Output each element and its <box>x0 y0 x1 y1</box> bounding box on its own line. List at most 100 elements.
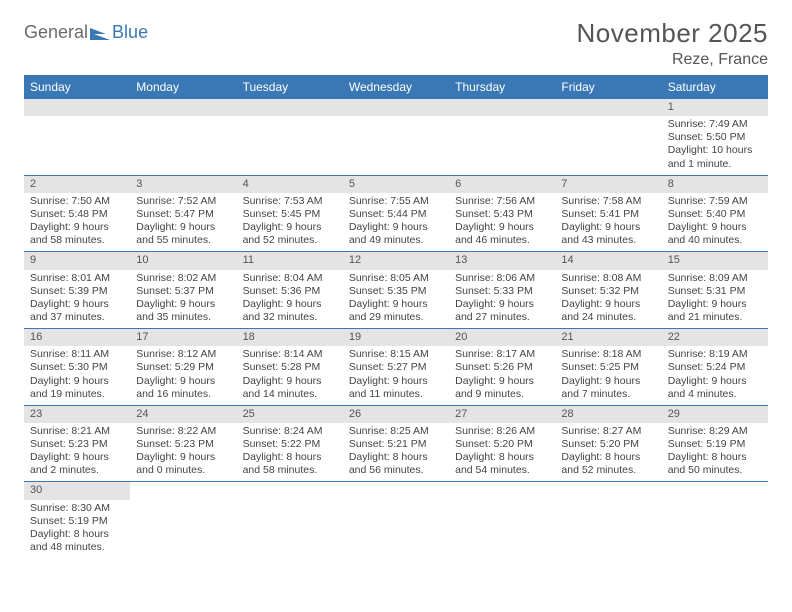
daynum-bar <box>555 99 661 116</box>
day-number: 24 <box>130 406 236 423</box>
weekday-header: Thursday <box>449 75 555 99</box>
daylight-line: Daylight: 9 hours and 58 minutes. <box>30 221 124 247</box>
day-cell: 21Sunrise: 8:18 AMSunset: 5:25 PMDayligh… <box>555 329 661 406</box>
daynum-bar <box>24 99 130 116</box>
day-number: 19 <box>343 329 449 346</box>
sunset-line: Sunset: 5:45 PM <box>243 208 337 221</box>
day-details: Sunrise: 8:29 AMSunset: 5:19 PMDaylight:… <box>662 423 768 482</box>
daylight-line: Daylight: 9 hours and 35 minutes. <box>136 298 230 324</box>
daylight-line: Daylight: 8 hours and 56 minutes. <box>349 451 443 477</box>
sunset-line: Sunset: 5:50 PM <box>668 131 762 144</box>
day-cell: 24Sunrise: 8:22 AMSunset: 5:23 PMDayligh… <box>130 405 236 482</box>
sunrise-line: Sunrise: 8:18 AM <box>561 348 655 361</box>
day-details: Sunrise: 8:19 AMSunset: 5:24 PMDaylight:… <box>662 346 768 405</box>
day-number: 8 <box>662 176 768 193</box>
sunrise-line: Sunrise: 7:53 AM <box>243 195 337 208</box>
day-details: Sunrise: 8:14 AMSunset: 5:28 PMDaylight:… <box>237 346 343 405</box>
daylight-line: Daylight: 8 hours and 48 minutes. <box>30 528 124 554</box>
day-details: Sunrise: 7:56 AMSunset: 5:43 PMDaylight:… <box>449 193 555 252</box>
sunset-line: Sunset: 5:43 PM <box>455 208 549 221</box>
day-cell: 6Sunrise: 7:56 AMSunset: 5:43 PMDaylight… <box>449 175 555 252</box>
day-details: Sunrise: 8:21 AMSunset: 5:23 PMDaylight:… <box>24 423 130 482</box>
day-number: 5 <box>343 176 449 193</box>
sunrise-line: Sunrise: 8:26 AM <box>455 425 549 438</box>
sunset-line: Sunset: 5:28 PM <box>243 361 337 374</box>
sunset-line: Sunset: 5:39 PM <box>30 285 124 298</box>
header: General Blue November 2025 Reze, France <box>24 18 768 69</box>
day-details: Sunrise: 8:26 AMSunset: 5:20 PMDaylight:… <box>449 423 555 482</box>
empty-cell <box>662 482 768 558</box>
day-cell: 7Sunrise: 7:58 AMSunset: 5:41 PMDaylight… <box>555 175 661 252</box>
day-cell: 20Sunrise: 8:17 AMSunset: 5:26 PMDayligh… <box>449 329 555 406</box>
sunset-line: Sunset: 5:22 PM <box>243 438 337 451</box>
day-cell: 16Sunrise: 8:11 AMSunset: 5:30 PMDayligh… <box>24 329 130 406</box>
day-cell: 11Sunrise: 8:04 AMSunset: 5:36 PMDayligh… <box>237 252 343 329</box>
day-cell: 27Sunrise: 8:26 AMSunset: 5:20 PMDayligh… <box>449 405 555 482</box>
empty-cell <box>555 482 661 558</box>
daylight-line: Daylight: 9 hours and 21 minutes. <box>668 298 762 324</box>
daylight-line: Daylight: 9 hours and 9 minutes. <box>455 375 549 401</box>
day-cell: 10Sunrise: 8:02 AMSunset: 5:37 PMDayligh… <box>130 252 236 329</box>
weekday-header: Tuesday <box>237 75 343 99</box>
day-details: Sunrise: 8:01 AMSunset: 5:39 PMDaylight:… <box>24 270 130 329</box>
sunset-line: Sunset: 5:33 PM <box>455 285 549 298</box>
daylight-line: Daylight: 9 hours and 52 minutes. <box>243 221 337 247</box>
calendar-table: SundayMondayTuesdayWednesdayThursdayFrid… <box>24 75 768 558</box>
day-details: Sunrise: 7:59 AMSunset: 5:40 PMDaylight:… <box>662 193 768 252</box>
day-details: Sunrise: 8:15 AMSunset: 5:27 PMDaylight:… <box>343 346 449 405</box>
day-cell: 13Sunrise: 8:06 AMSunset: 5:33 PMDayligh… <box>449 252 555 329</box>
sunrise-line: Sunrise: 8:21 AM <box>30 425 124 438</box>
sunset-line: Sunset: 5:47 PM <box>136 208 230 221</box>
day-cell: 12Sunrise: 8:05 AMSunset: 5:35 PMDayligh… <box>343 252 449 329</box>
day-cell: 26Sunrise: 8:25 AMSunset: 5:21 PMDayligh… <box>343 405 449 482</box>
sunrise-line: Sunrise: 8:17 AM <box>455 348 549 361</box>
sunrise-line: Sunrise: 7:52 AM <box>136 195 230 208</box>
sunrise-line: Sunrise: 7:50 AM <box>30 195 124 208</box>
daylight-line: Daylight: 9 hours and 32 minutes. <box>243 298 337 324</box>
daylight-line: Daylight: 9 hours and 37 minutes. <box>30 298 124 324</box>
empty-cell <box>343 482 449 558</box>
sunset-line: Sunset: 5:37 PM <box>136 285 230 298</box>
day-cell: 2Sunrise: 7:50 AMSunset: 5:48 PMDaylight… <box>24 175 130 252</box>
day-number: 6 <box>449 176 555 193</box>
day-number: 23 <box>24 406 130 423</box>
day-details: Sunrise: 8:22 AMSunset: 5:23 PMDaylight:… <box>130 423 236 482</box>
day-number: 10 <box>130 252 236 269</box>
sunrise-line: Sunrise: 8:25 AM <box>349 425 443 438</box>
sunset-line: Sunset: 5:29 PM <box>136 361 230 374</box>
day-details: Sunrise: 8:05 AMSunset: 5:35 PMDaylight:… <box>343 270 449 329</box>
day-cell: 29Sunrise: 8:29 AMSunset: 5:19 PMDayligh… <box>662 405 768 482</box>
day-cell: 9Sunrise: 8:01 AMSunset: 5:39 PMDaylight… <box>24 252 130 329</box>
sunset-line: Sunset: 5:36 PM <box>243 285 337 298</box>
day-details: Sunrise: 7:50 AMSunset: 5:48 PMDaylight:… <box>24 193 130 252</box>
day-cell: 1Sunrise: 7:49 AMSunset: 5:50 PMDaylight… <box>662 99 768 175</box>
sunrise-line: Sunrise: 8:11 AM <box>30 348 124 361</box>
empty-cell <box>237 482 343 558</box>
sunset-line: Sunset: 5:26 PM <box>455 361 549 374</box>
sunrise-line: Sunrise: 8:06 AM <box>455 272 549 285</box>
day-number: 11 <box>237 252 343 269</box>
sunset-line: Sunset: 5:32 PM <box>561 285 655 298</box>
day-details: Sunrise: 8:25 AMSunset: 5:21 PMDaylight:… <box>343 423 449 482</box>
day-cell: 19Sunrise: 8:15 AMSunset: 5:27 PMDayligh… <box>343 329 449 406</box>
day-number: 12 <box>343 252 449 269</box>
day-number: 21 <box>555 329 661 346</box>
daylight-line: Daylight: 9 hours and 19 minutes. <box>30 375 124 401</box>
daylight-line: Daylight: 9 hours and 4 minutes. <box>668 375 762 401</box>
sunset-line: Sunset: 5:20 PM <box>561 438 655 451</box>
day-number: 2 <box>24 176 130 193</box>
empty-cell <box>343 99 449 175</box>
sunrise-line: Sunrise: 7:56 AM <box>455 195 549 208</box>
day-cell: 8Sunrise: 7:59 AMSunset: 5:40 PMDaylight… <box>662 175 768 252</box>
empty-cell <box>24 99 130 175</box>
sunset-line: Sunset: 5:27 PM <box>349 361 443 374</box>
day-number: 14 <box>555 252 661 269</box>
day-cell: 28Sunrise: 8:27 AMSunset: 5:20 PMDayligh… <box>555 405 661 482</box>
sunset-line: Sunset: 5:23 PM <box>136 438 230 451</box>
day-number: 16 <box>24 329 130 346</box>
daylight-line: Daylight: 9 hours and 40 minutes. <box>668 221 762 247</box>
day-number: 29 <box>662 406 768 423</box>
day-details: Sunrise: 8:27 AMSunset: 5:20 PMDaylight:… <box>555 423 661 482</box>
daylight-line: Daylight: 9 hours and 49 minutes. <box>349 221 443 247</box>
sunrise-line: Sunrise: 8:19 AM <box>668 348 762 361</box>
